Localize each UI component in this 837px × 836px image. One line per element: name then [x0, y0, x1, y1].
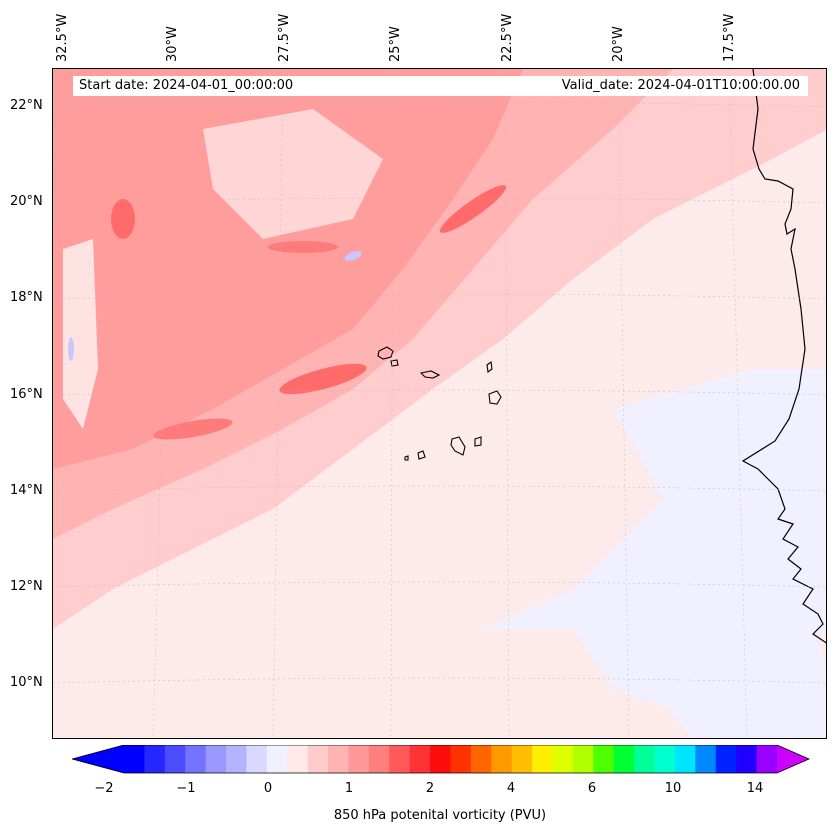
dark-red-streak-2 — [439, 185, 507, 233]
lat-label: 10°N — [10, 675, 43, 690]
colorbar-segment — [144, 745, 166, 773]
colorbar-segment — [715, 745, 737, 773]
colorbar-segment — [409, 745, 431, 773]
lon-label: 17.5°W — [722, 13, 737, 62]
colorbar-segment — [736, 745, 758, 773]
colorbar-tick: 4 — [506, 781, 516, 796]
date-banner: Start date: 2024-04-01_00:00:00 Valid_da… — [73, 76, 808, 96]
colorbar-segment — [511, 745, 533, 773]
lon-label: 32.5°W — [55, 13, 70, 62]
graticule — [53, 69, 826, 738]
colorbar-segment — [552, 745, 574, 773]
island-brava — [404, 455, 409, 461]
colorbar-tick: 2 — [425, 781, 435, 796]
island-santiago — [450, 436, 466, 456]
colorbar-tick: 0 — [263, 781, 273, 796]
colorbar-segment — [450, 745, 472, 773]
blue-spot — [344, 251, 362, 261]
lon-label: 22.5°W — [500, 13, 515, 62]
lat-label: 20°N — [10, 194, 43, 209]
colorbar-segment — [491, 745, 513, 773]
colorbar-segment — [532, 745, 554, 773]
colorbar-tick: 10 — [664, 781, 682, 796]
red-band — [53, 69, 523, 469]
dark-red-streak-1 — [279, 363, 367, 395]
colorbar-segment — [266, 745, 288, 773]
pale-blue-region — [483, 369, 826, 709]
colorbar-segment — [572, 745, 594, 773]
africa-coastline — [741, 69, 826, 644]
lat-label: 12°N — [10, 579, 43, 594]
colorbar-segment — [430, 745, 451, 773]
lat-label: 14°N — [10, 483, 43, 498]
lat-label: 18°N — [10, 290, 43, 305]
island-sal — [486, 361, 493, 373]
colorbar-segment — [634, 745, 656, 773]
colorbar-title: 850 hPa potenital vorticity (PVU) — [333, 808, 547, 823]
colorbar-segment — [246, 745, 268, 773]
colorbar-segment — [164, 745, 186, 773]
colorbar-segment — [470, 745, 492, 773]
colorbar-segment — [654, 745, 676, 773]
island-santo-antao — [377, 346, 394, 360]
valid-date-label: Valid_date: 2024-04-01T10:00:00.00 — [561, 78, 800, 93]
colorbar-tick: −2 — [94, 781, 114, 796]
colorbar-segment — [124, 745, 145, 773]
pale-patch-north — [203, 109, 383, 239]
colorbar-segment — [307, 745, 329, 773]
lon-label: 30°W — [165, 26, 180, 62]
island-fogo — [417, 450, 426, 460]
start-date-label: Start date: 2024-04-01_00:00:00 — [79, 78, 294, 93]
colorbar-segment — [287, 745, 309, 773]
lon-label: 20°W — [611, 26, 626, 62]
map-plot-area — [52, 68, 827, 739]
colorbar-segment — [368, 745, 390, 773]
colorbar-segment — [695, 745, 717, 773]
dark-red-streak-4 — [268, 241, 338, 253]
colorbar — [72, 745, 810, 774]
colorbar-tick: 1 — [344, 781, 354, 796]
colorbar-segment — [348, 745, 370, 773]
colorbar-outline — [72, 745, 810, 774]
colorbar-segment — [674, 745, 696, 773]
colorbar-segment — [756, 745, 778, 773]
colorbar-tick: 6 — [587, 781, 597, 796]
colorbar-segment — [389, 745, 411, 773]
colorbar-segment — [226, 745, 247, 773]
lat-label: 16°N — [10, 387, 43, 402]
pv-field-map — [53, 69, 826, 738]
island-sao-vicente — [390, 359, 399, 367]
lat-label: 22°N — [10, 98, 43, 113]
colorbar-tick: −1 — [176, 781, 196, 796]
dark-red-streak-3 — [111, 199, 135, 239]
island-maio — [474, 436, 482, 447]
colorbar-segment — [205, 745, 227, 773]
colorbar-max-extend — [777, 745, 809, 773]
colorbar-segment — [593, 745, 615, 773]
island-sao-nicolau — [419, 370, 441, 379]
colorbar-segment — [613, 745, 635, 773]
island-boavista — [488, 390, 502, 405]
pale-blue-region-south — [653, 629, 826, 738]
lon-label: 27.5°W — [277, 13, 292, 62]
blue-spot-west — [68, 337, 74, 361]
pale-patch-west — [63, 239, 98, 429]
colorbar-tick: 14 — [746, 781, 764, 796]
colorbar-segment — [185, 745, 207, 773]
colorbar-min-extend — [72, 745, 124, 773]
colorbar-segment — [328, 745, 349, 773]
dark-red-streak-5 — [153, 418, 233, 440]
lon-label: 25°W — [388, 26, 403, 62]
